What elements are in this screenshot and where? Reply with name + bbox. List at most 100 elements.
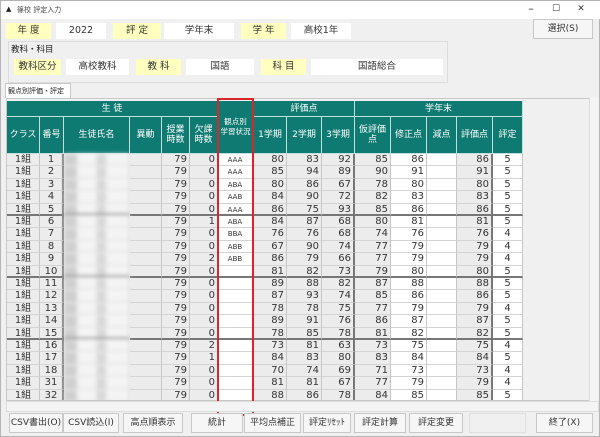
tab-kanten-hyotei[interactable]: 観点別評価・評定	[5, 83, 71, 98]
kubun-field[interactable]: 高校教科	[66, 59, 129, 75]
close-button[interactable]: ✕	[577, 4, 585, 14]
cell-hyotei: 5	[493, 265, 523, 278]
cell-kari: 86	[355, 315, 391, 328]
cell-genten[interactable]	[427, 364, 457, 378]
button-1[interactable]: CSV読込(I)	[63, 413, 119, 433]
cell-name	[64, 253, 130, 266]
cell-hyokaten: 86	[457, 203, 493, 216]
cell-genten[interactable]	[427, 278, 457, 291]
cell-kari: 73	[355, 340, 391, 353]
column-header-hyotei: 評定	[493, 117, 523, 154]
button-2[interactable]: 高点順表示	[123, 413, 183, 433]
cell-term3: 68	[322, 216, 355, 229]
kyoka-field[interactable]: 国語	[186, 59, 254, 75]
cell-term2: 86	[287, 178, 322, 192]
button-9[interactable]: 終了(X)	[536, 413, 593, 433]
cell-shusei[interactable]: 79	[391, 240, 427, 254]
cell-shusei[interactable]: 86	[391, 154, 427, 167]
cell-shusei[interactable]: 73	[391, 364, 427, 378]
cell-genten[interactable]	[427, 240, 457, 254]
cell-shusei[interactable]: 86	[391, 203, 427, 216]
cell-genten[interactable]	[427, 290, 457, 303]
cell-genten[interactable]	[427, 253, 457, 266]
cell-genten[interactable]	[427, 327, 457, 340]
cell-genten[interactable]	[427, 389, 457, 400]
button-4[interactable]: 平均点補正	[244, 413, 301, 433]
cell-genten[interactable]	[427, 216, 457, 229]
cell-jugyo: 79	[162, 228, 190, 241]
cell-number: 14	[40, 315, 64, 328]
year-label: 年 度	[6, 23, 51, 39]
cell-term1: 86	[254, 203, 287, 216]
cell-genten[interactable]	[427, 302, 457, 316]
cell-kekka: 0	[190, 290, 218, 303]
cell-kari: 78	[355, 178, 391, 192]
cell-jugyo: 79	[162, 340, 190, 353]
button-5[interactable]: 評定ﾘｾｯﾄ	[303, 413, 351, 433]
cell-shusei[interactable]: 85	[391, 389, 427, 400]
cell-hyotei: 5	[493, 178, 523, 192]
column-header-shusei: 修正点	[391, 117, 427, 154]
kamoku-field[interactable]: 国語総合	[311, 59, 443, 75]
cell-name	[64, 352, 130, 365]
cell-hyokaten: 76	[457, 228, 493, 241]
cell-shusei[interactable]: 82	[391, 327, 427, 340]
select-button[interactable]: 選択(S)	[533, 19, 593, 39]
cell-number: 16	[40, 340, 64, 353]
button-7[interactable]: 評定変更	[409, 413, 463, 433]
cell-shusei[interactable]: 79	[391, 253, 427, 266]
button-0[interactable]: CSV書出(O)	[9, 413, 63, 433]
cell-shusei[interactable]: 80	[391, 178, 427, 192]
cell-term3: 67	[322, 178, 355, 192]
cell-kekka: 0	[190, 327, 218, 340]
cell-hyotei: 4	[493, 340, 523, 353]
cell-kekka: 0	[190, 203, 218, 216]
cell-genten[interactable]	[427, 315, 457, 328]
cell-shusei[interactable]: 87	[391, 315, 427, 328]
hyotei-field[interactable]: 学年末	[164, 23, 234, 39]
cell-genten[interactable]	[427, 265, 457, 278]
button-6[interactable]: 評定計算	[354, 413, 406, 433]
cell-shusei[interactable]: 86	[391, 290, 427, 303]
cell-shusei[interactable]: 75	[391, 340, 427, 353]
cell-hyokaten: 87	[457, 315, 493, 328]
cell-shusei[interactable]: 81	[391, 216, 427, 229]
cell-shusei[interactable]: 79	[391, 302, 427, 316]
year-field[interactable]: 2022	[56, 23, 106, 39]
cell-genten[interactable]	[427, 191, 457, 204]
cell-genten[interactable]	[427, 377, 457, 390]
cell-genten[interactable]	[427, 178, 457, 192]
cell-genten[interactable]	[427, 166, 457, 179]
horizontal-scrollbar[interactable]	[6, 401, 599, 412]
cell-number: 13	[40, 302, 64, 316]
cell-hyotei: 4	[493, 302, 523, 316]
cell-genten[interactable]	[427, 340, 457, 353]
column-header-term3: 3学期	[322, 117, 355, 154]
cell-name	[64, 290, 130, 303]
cell-hyokaten: 79	[457, 302, 493, 316]
cell-shusei[interactable]: 83	[391, 191, 427, 204]
cell-shusei[interactable]: 80	[391, 265, 427, 278]
button-3[interactable]: 統計	[191, 413, 243, 433]
cell-genten[interactable]	[427, 203, 457, 216]
cell-shusei[interactable]: 84	[391, 352, 427, 365]
cell-genten[interactable]	[427, 228, 457, 241]
cell-shusei[interactable]: 88	[391, 278, 427, 291]
cell-shusei[interactable]: 91	[391, 166, 427, 179]
cell-term3: 75	[322, 302, 355, 316]
cell-idou	[130, 389, 162, 400]
cell-shusei[interactable]: 79	[391, 377, 427, 390]
maximize-button[interactable]: ☐	[551, 4, 561, 14]
column-header-term1: 1学期	[254, 117, 287, 154]
grade-field[interactable]: 高校1年	[291, 23, 351, 39]
cell-term2: 86	[287, 389, 322, 400]
cell-term3: 74	[322, 290, 355, 303]
cell-name	[64, 315, 130, 328]
cell-idou	[130, 265, 162, 278]
cell-shusei[interactable]: 76	[391, 228, 427, 241]
cell-genten[interactable]	[427, 154, 457, 167]
cell-genten[interactable]	[427, 352, 457, 365]
button-8[interactable]	[469, 413, 526, 433]
minimize-button[interactable]: –	[528, 2, 534, 15]
vertical-scrollbar[interactable]	[589, 98, 599, 401]
